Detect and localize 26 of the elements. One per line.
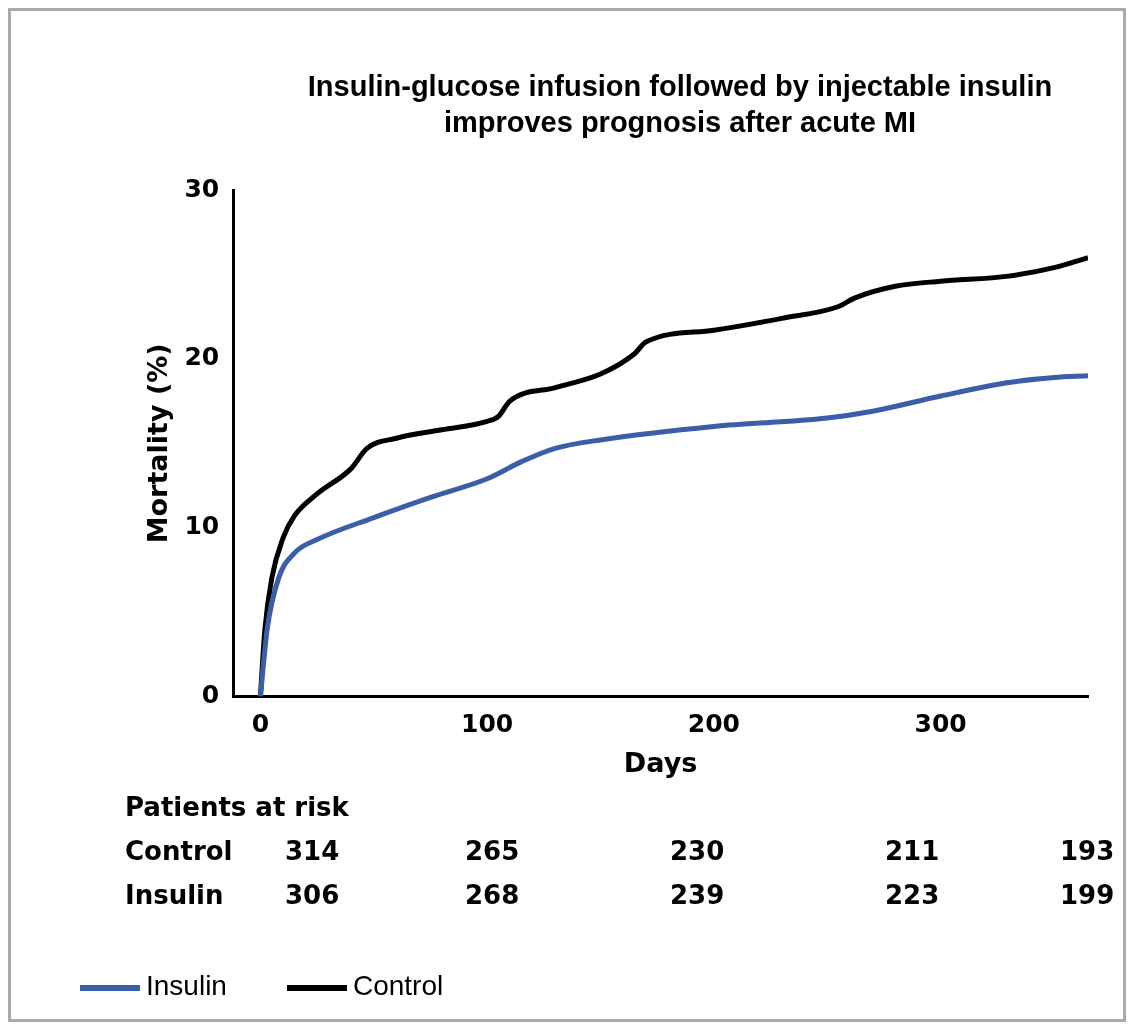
legend-label: Control [351,970,444,1002]
text: 223 [885,880,941,910]
text: 193 [1060,836,1115,866]
y-tick-label: 30 [184,173,220,203]
x-tick-label: 300 [914,709,967,739]
text: 239 [670,880,726,910]
text: Patients at risk [125,792,350,822]
text: 230 [670,836,726,866]
text: Control [125,836,234,866]
x-axis-title: Days [623,746,698,778]
x-tick-label: 0 [251,709,270,739]
text: 306 [285,880,341,910]
text: 265 [465,836,521,866]
x-tick-label: 200 [687,709,740,739]
chart-title: Insulin-glucose infusion followed by injectable insulin improves prognosis after acute MI [306,69,1054,140]
y-tick-label: 10 [184,511,220,541]
text: 314 [285,836,341,866]
text: 268 [465,880,521,910]
y-tick-label: 0 [201,680,220,710]
text: 199 [1060,880,1115,910]
text: 211 [885,836,941,866]
text: Insulin [125,880,225,910]
y-axis-title: Mortality (%) [142,343,174,544]
x-tick-label: 100 [461,709,514,739]
legend-label: Insulin [145,970,227,1002]
y-tick-label: 20 [184,342,220,372]
